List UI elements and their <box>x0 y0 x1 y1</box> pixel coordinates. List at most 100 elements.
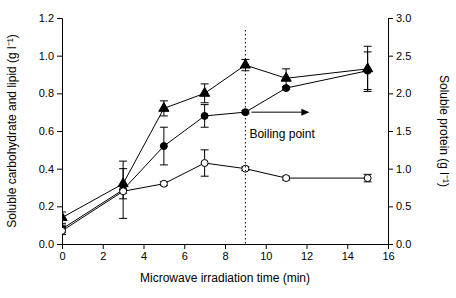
tick: 0.2 <box>39 200 62 212</box>
axis-line <box>63 245 389 250</box>
tick: 2.5 <box>388 50 411 62</box>
tick-mark <box>57 169 62 170</box>
tick: 1.5 <box>388 125 411 137</box>
tick-mark <box>266 244 267 249</box>
y-axis: 0.00.20.40.60.81.01.2 <box>39 12 63 250</box>
plot-area <box>62 30 373 244</box>
tick-label: 0.4 <box>39 163 54 175</box>
tick-label: 0 <box>59 250 65 262</box>
tick-label: 2.0 <box>396 87 411 99</box>
annotation-arrowhead <box>301 109 309 116</box>
tick: 1.2 <box>39 12 62 24</box>
error-bar <box>364 46 372 91</box>
annotation-arrow <box>251 112 303 113</box>
reference-line <box>245 30 246 244</box>
marker <box>160 143 167 150</box>
marker <box>364 175 371 182</box>
tick: 16 <box>382 244 394 262</box>
tick: 14 <box>342 244 354 262</box>
tick-mark <box>347 244 348 249</box>
tick-mark <box>307 244 308 249</box>
tick-mark <box>57 244 62 245</box>
tick-mark <box>57 56 62 57</box>
tick-label: 10 <box>260 250 272 262</box>
tick-label: 0.8 <box>39 87 54 99</box>
tick-mark <box>388 244 393 245</box>
tick-mark <box>103 244 104 249</box>
tick: 6 <box>182 244 188 262</box>
tick-label: 1.0 <box>396 163 411 175</box>
marker <box>160 180 167 187</box>
tick-mark <box>388 56 393 57</box>
error-bar-line <box>119 161 127 218</box>
x-axis-title: Microwave irradiation time (min) <box>140 271 310 285</box>
tick-label: 4 <box>141 250 147 262</box>
marker <box>201 112 208 119</box>
tick-label: 3.0 <box>396 12 411 24</box>
marker <box>201 160 208 167</box>
tick-label: 6 <box>182 250 188 262</box>
tick-mark <box>225 244 226 249</box>
y2-axis: 0.0 0.5 1.0 1.5 2.0 2.5 3.0 <box>388 12 411 250</box>
error-bar-line <box>364 52 372 90</box>
error-bar-line <box>160 127 168 165</box>
tick: 2.0 <box>388 87 411 99</box>
tick-label: 16 <box>382 250 394 262</box>
tick-label: 12 <box>301 250 313 262</box>
tick-label: 2.5 <box>396 50 411 62</box>
tick: 8 <box>222 244 228 262</box>
tick-label: 2 <box>100 250 106 262</box>
tick-mark <box>388 169 393 170</box>
marker <box>364 67 371 74</box>
error-bar-line <box>364 46 372 91</box>
marker <box>200 87 210 96</box>
error-bar-line <box>201 105 209 128</box>
error-bar <box>364 174 372 182</box>
tick-mark <box>57 206 62 207</box>
tick: 1.0 <box>388 163 411 175</box>
tick: 2 <box>100 244 106 262</box>
tick: 10 <box>260 244 272 262</box>
error-bar <box>119 161 127 218</box>
marker <box>283 175 290 182</box>
tick-label: 1.5 <box>396 125 411 137</box>
error-bar <box>201 105 209 128</box>
x-axis: 0 2 4 6 8 10 12 14 16 <box>59 244 394 262</box>
tick: 1.0 <box>39 50 62 62</box>
tick: 4 <box>141 244 147 262</box>
marker <box>118 178 128 187</box>
tick-label: 1.2 <box>39 12 54 24</box>
error-bar <box>201 150 209 176</box>
marker <box>283 85 290 92</box>
tick: 0.4 <box>39 163 62 175</box>
tick-mark <box>388 131 393 132</box>
annotation: Boiling point <box>249 127 315 141</box>
tick-label: 0.6 <box>39 125 54 137</box>
series-line <box>62 71 368 229</box>
axis-line <box>57 19 63 245</box>
tick-label: 1.0 <box>39 50 54 62</box>
tick: 12 <box>301 244 313 262</box>
marker <box>62 227 65 234</box>
tick: 0.0 <box>388 238 411 250</box>
tick-label: 0.2 <box>39 200 54 212</box>
tick-label: 14 <box>342 250 354 262</box>
marker <box>281 72 291 81</box>
series-line <box>62 65 368 218</box>
tick-label: 0.5 <box>396 200 411 212</box>
tick-label: 0.0 <box>396 238 411 250</box>
chart: 0 2 4 6 8 10 12 14 160.0 0.2 0.4 0.6 0.8 1.0 1.2 0.0 0.5… <box>0 0 456 298</box>
tick-label: 8 <box>222 250 228 262</box>
tick: 0.6 <box>39 125 62 137</box>
tick-mark <box>388 93 393 94</box>
tick-mark <box>388 206 393 207</box>
error-bar <box>364 52 372 90</box>
tick-mark <box>57 131 62 132</box>
tick: 0.5 <box>388 200 411 212</box>
tick-mark <box>144 244 145 249</box>
tick-mark <box>388 18 393 19</box>
axis-line <box>389 19 394 245</box>
marker <box>159 103 169 112</box>
y2-axis-title: Soluble protein (g l⁻¹) <box>437 75 451 187</box>
error-bar <box>160 127 168 165</box>
